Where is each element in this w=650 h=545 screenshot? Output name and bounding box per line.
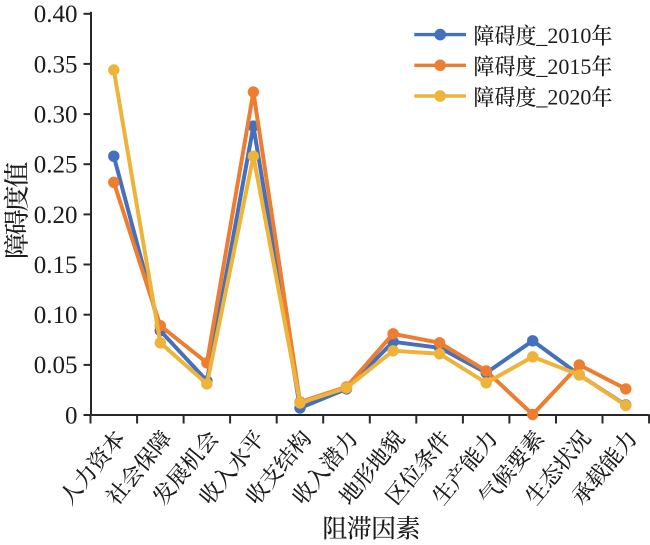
svg-text:0.15: 0.15: [34, 252, 78, 279]
svg-text:0.25: 0.25: [34, 152, 78, 179]
svg-text:_2015: _2015: [535, 54, 591, 79]
svg-text:0.30: 0.30: [34, 102, 78, 129]
svg-text:0.05: 0.05: [34, 352, 78, 379]
svg-text:0.35: 0.35: [34, 51, 78, 78]
svg-text:_2020: _2020: [535, 85, 591, 110]
svg-text:0: 0: [65, 402, 78, 429]
svg-text:0.40: 0.40: [34, 1, 78, 28]
svg-text:0.10: 0.10: [34, 302, 78, 329]
svg-text:0.20: 0.20: [34, 202, 78, 229]
svg-text:_2010: _2010: [535, 23, 591, 48]
